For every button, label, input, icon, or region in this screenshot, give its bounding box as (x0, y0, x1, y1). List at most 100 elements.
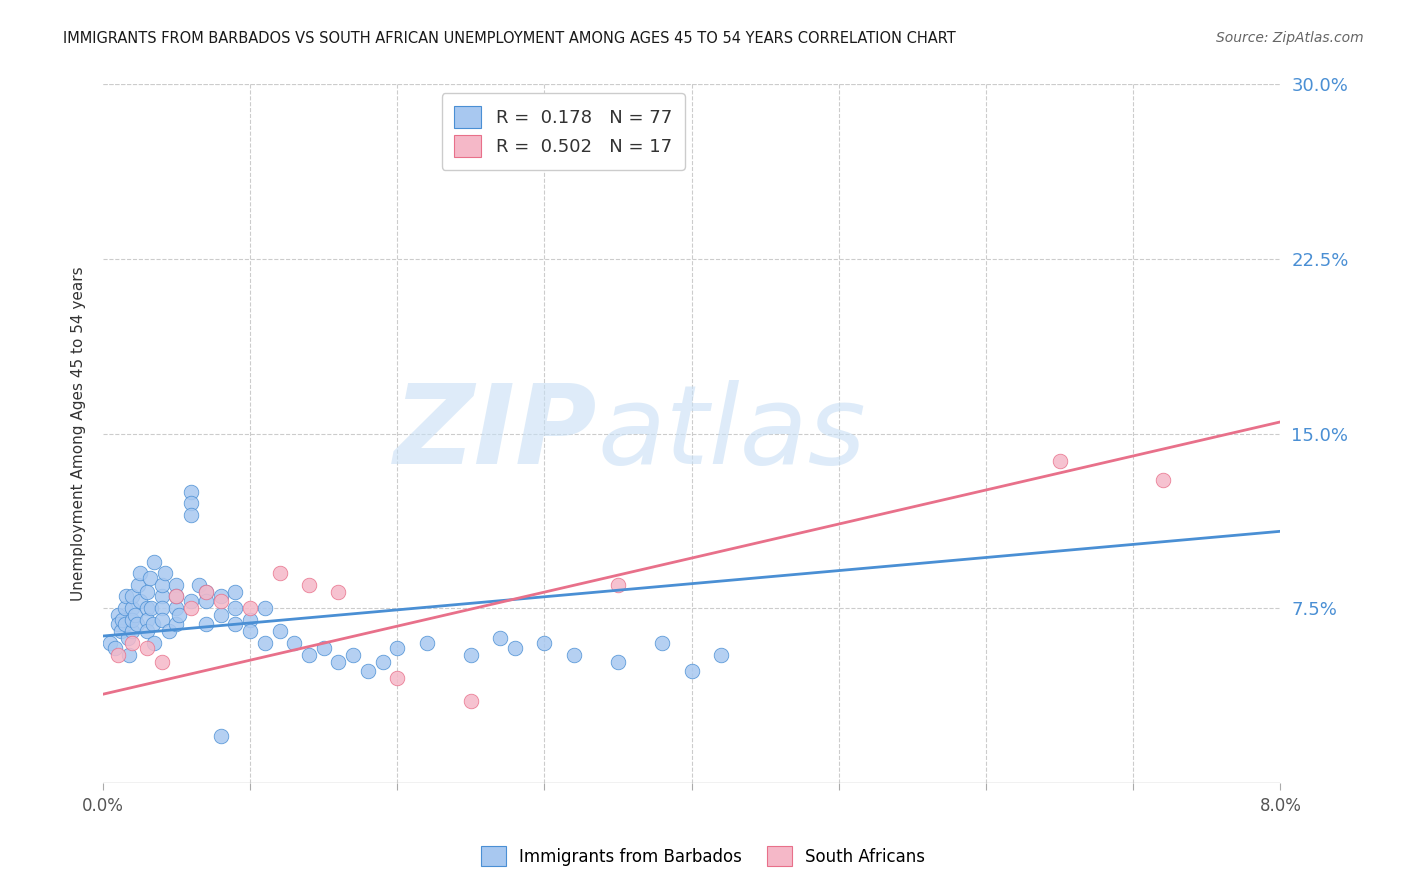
Point (180, 508, 202, 522)
Point (209, 608, 232, 623)
Point (127, 578, 149, 592)
Point (107, 648, 129, 662)
Point (118, 648, 141, 662)
Point (166, 601, 188, 615)
Point (98, 636, 121, 650)
Point (136, 601, 159, 615)
Point (342, 648, 364, 662)
Point (194, 584, 217, 599)
Point (121, 636, 143, 650)
Point (533, 636, 555, 650)
Point (136, 584, 159, 599)
Point (387, 671, 409, 685)
Point (153, 566, 176, 581)
Point (110, 624, 132, 639)
Point (166, 578, 188, 592)
Point (1152, 473, 1174, 487)
Point (121, 590, 143, 604)
Point (710, 648, 733, 662)
Point (114, 601, 136, 615)
Point (224, 584, 246, 599)
Point (371, 655, 394, 669)
Point (1049, 454, 1071, 468)
Point (357, 664, 380, 678)
Point (166, 590, 188, 604)
Point (107, 617, 129, 632)
Point (166, 590, 188, 604)
Point (180, 484, 202, 499)
Point (194, 594, 217, 608)
Text: Source: ZipAtlas.com: Source: ZipAtlas.com (1216, 31, 1364, 45)
Point (298, 578, 321, 592)
Point (224, 601, 246, 615)
Point (253, 636, 276, 650)
Point (121, 624, 143, 639)
Point (125, 617, 148, 632)
Point (224, 617, 246, 632)
Point (283, 636, 305, 650)
Point (194, 617, 217, 632)
Point (460, 648, 482, 662)
Point (562, 648, 585, 662)
Point (142, 617, 165, 632)
Y-axis label: Unemployment Among Ages 45 to 54 years: Unemployment Among Ages 45 to 54 years (72, 266, 86, 601)
Point (143, 555, 166, 569)
Text: ZIP: ZIP (394, 380, 598, 487)
Point (128, 594, 150, 608)
Point (387, 640, 409, 655)
Point (124, 608, 146, 623)
Point (117, 632, 139, 646)
Point (651, 636, 673, 650)
Point (136, 624, 159, 639)
Point (128, 566, 150, 581)
Point (111, 613, 134, 627)
Point (141, 601, 163, 615)
Point (607, 578, 630, 592)
Point (115, 590, 138, 604)
Point (180, 594, 202, 608)
Point (136, 640, 159, 655)
Point (180, 601, 202, 615)
Point (150, 578, 173, 592)
Point (139, 571, 162, 585)
Point (209, 729, 232, 743)
Legend: R =  0.178   N = 77, R =  0.502   N = 17: R = 0.178 N = 77, R = 0.502 N = 17 (441, 94, 685, 170)
Point (187, 578, 209, 592)
Point (239, 624, 262, 639)
Point (489, 632, 512, 646)
Point (253, 601, 276, 615)
Legend: Immigrants from Barbados, South Africans: Immigrants from Barbados, South Africans (474, 839, 932, 873)
Point (143, 636, 166, 650)
Text: IMMIGRANTS FROM BARBADOS VS SOUTH AFRICAN UNEMPLOYMENT AMONG AGES 45 TO 54 YEARS: IMMIGRANTS FROM BARBADOS VS SOUTH AFRICA… (63, 31, 956, 46)
Point (607, 655, 630, 669)
Point (312, 640, 335, 655)
Point (180, 496, 202, 510)
Point (239, 601, 262, 615)
Point (107, 608, 129, 623)
Point (150, 590, 173, 604)
Point (114, 617, 136, 632)
Point (209, 590, 232, 604)
Point (104, 640, 127, 655)
Point (239, 613, 262, 627)
Point (298, 648, 321, 662)
Point (121, 601, 143, 615)
Point (150, 613, 173, 627)
Point (269, 566, 291, 581)
Point (328, 655, 350, 669)
Point (169, 608, 191, 623)
Point (415, 636, 437, 650)
Point (269, 624, 291, 639)
Text: atlas: atlas (598, 380, 866, 487)
Point (157, 624, 180, 639)
Point (209, 594, 232, 608)
Point (150, 655, 173, 669)
Point (460, 694, 482, 708)
Point (328, 584, 350, 599)
Point (681, 664, 703, 678)
Point (150, 601, 173, 615)
Point (166, 617, 188, 632)
Point (121, 613, 143, 627)
Point (503, 640, 526, 655)
Point (136, 613, 159, 627)
